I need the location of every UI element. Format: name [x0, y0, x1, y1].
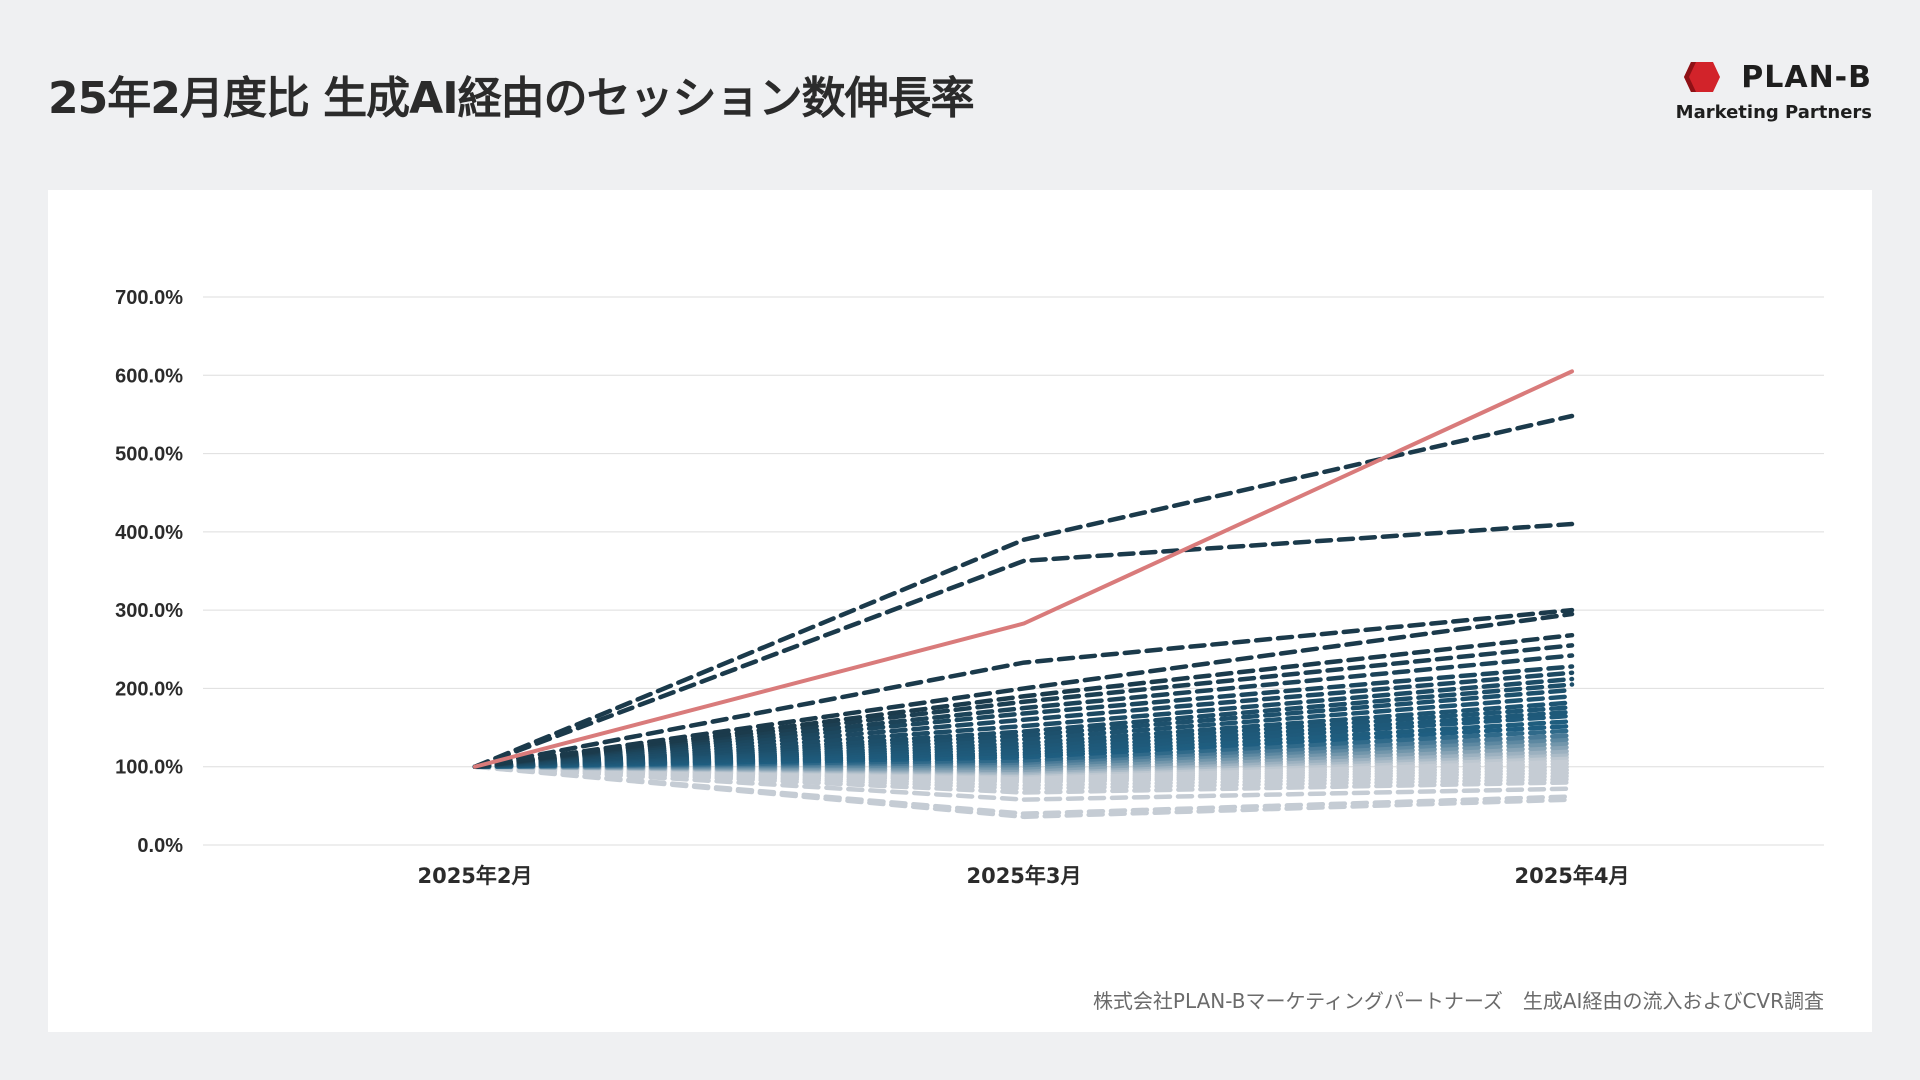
- page-title: 25年2月度比 生成AI経由のセッション数伸長率: [48, 73, 975, 124]
- logo-name: PLAN-B: [1741, 60, 1872, 95]
- x-tick-label: 2025年2月: [417, 864, 532, 888]
- y-tick-label: 600.0%: [115, 365, 183, 387]
- source-note: 株式会社PLAN-Bマーケティングパートナーズ 生成AI経由の流入およびCVR調…: [1092, 989, 1824, 1013]
- x-tick-label: 2025年3月: [966, 864, 1081, 888]
- series-line-s5: [472, 632, 1575, 769]
- series-line-s36: [472, 764, 1575, 802]
- company-logo: PLAN-B Marketing Partners: [1672, 58, 1872, 132]
- x-axis-ticks: 2025年2月 2025年3月 2025年4月: [417, 864, 1629, 888]
- highlight-series: [473, 369, 1574, 769]
- y-tick-label: 200.0%: [115, 678, 183, 700]
- highlight-series-line: [473, 369, 1574, 769]
- logo-mark-icon: [1684, 62, 1720, 92]
- y-axis-ticks: 0.0% 100.0% 200.0% 300.0% 400.0% 500.0% 600.0%…: [115, 287, 183, 857]
- y-tick-label: 0.0%: [137, 835, 183, 857]
- y-tick-label: 400.0%: [115, 522, 183, 544]
- series-lines: [472, 413, 1575, 820]
- series-line-s37: [472, 764, 1575, 816]
- y-tick-label: 500.0%: [115, 444, 183, 466]
- growth-line-chart: 0.0% 100.0% 200.0% 300.0% 400.0% 500.0% 600.0%…: [115, 287, 1824, 888]
- x-tick-label: 2025年4月: [1514, 864, 1629, 888]
- logo-tagline: Marketing Partners: [1675, 102, 1872, 123]
- series-line-s3: [472, 607, 1575, 769]
- y-tick-label: 700.0%: [115, 287, 183, 309]
- series-line-s2: [472, 521, 1575, 769]
- chart-card: 0.0% 100.0% 200.0% 300.0% 400.0% 500.0% 600.0%…: [48, 190, 1872, 1032]
- y-tick-label: 300.0%: [115, 600, 183, 622]
- series-line-s4: [472, 611, 1575, 769]
- y-tick-label: 100.0%: [115, 757, 183, 779]
